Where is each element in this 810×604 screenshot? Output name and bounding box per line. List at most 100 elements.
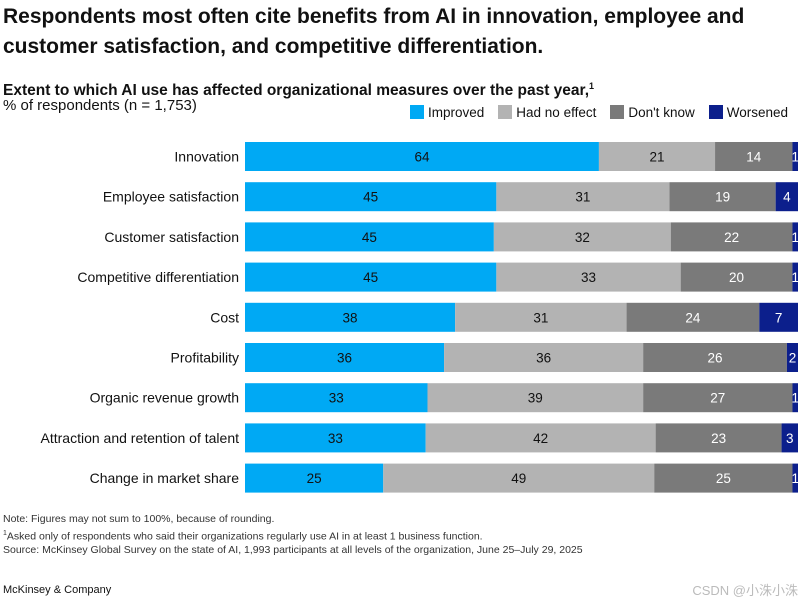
data-label: 45 bbox=[362, 230, 377, 245]
data-label: 23 bbox=[711, 431, 726, 446]
data-label: 20 bbox=[729, 270, 744, 285]
data-label: 25 bbox=[716, 471, 731, 486]
legend-item-improved: Improved bbox=[410, 105, 484, 120]
bar-segment-worsened bbox=[792, 262, 798, 292]
data-label: 3 bbox=[786, 431, 794, 446]
data-label: 33 bbox=[328, 431, 343, 446]
bar-segment-worsened bbox=[786, 343, 798, 372]
brand-logo: McKinsey & Company bbox=[3, 584, 112, 596]
data-label: 31 bbox=[533, 310, 548, 325]
data-label: 27 bbox=[710, 391, 725, 406]
data-label: 7 bbox=[775, 310, 783, 325]
data-label: 42 bbox=[533, 431, 548, 446]
bar-segment-worsened bbox=[775, 182, 798, 212]
bar-segment-improved bbox=[245, 182, 497, 212]
data-label: 22 bbox=[724, 230, 739, 245]
bar-segment-don-t-know bbox=[669, 182, 776, 212]
note-footnote-marker: 1 bbox=[3, 529, 7, 537]
data-label: 26 bbox=[708, 351, 723, 366]
bar-segment-had-no-effect bbox=[444, 343, 644, 372]
legend-label: Improved bbox=[428, 104, 485, 120]
data-label: 38 bbox=[343, 310, 358, 325]
bar-segment-had-no-effect bbox=[496, 182, 670, 212]
data-label: 1 bbox=[791, 150, 799, 165]
note-rounding: Note: Figures may not sum to 100%, becau… bbox=[3, 513, 275, 525]
bar-segment-improved bbox=[245, 463, 384, 493]
category-label: Competitive differentiation bbox=[77, 269, 239, 285]
bar-segment-had-no-effect bbox=[493, 222, 671, 252]
notes: Note: Figures may not sum to 100%, becau… bbox=[3, 513, 783, 557]
legend-item-worsened: Worsened bbox=[708, 104, 789, 120]
legend-swatch bbox=[708, 105, 723, 119]
subtitle-text: Extent to which AI use has affected orga… bbox=[3, 82, 590, 100]
bar-segment-improved bbox=[245, 222, 494, 252]
bar-segment-had-no-effect bbox=[383, 463, 655, 493]
category-label: Innovation bbox=[174, 149, 239, 165]
data-label: 1 bbox=[791, 471, 799, 486]
data-label: 49 bbox=[511, 471, 526, 486]
category-label: Cost bbox=[210, 309, 239, 325]
data-label: 1 bbox=[791, 391, 799, 406]
legend-label: Worsened bbox=[726, 104, 789, 120]
note-source: Source: McKinsey Global Survey on the st… bbox=[3, 543, 583, 556]
bar-segment-worsened bbox=[781, 423, 798, 453]
bar-segment-improved bbox=[245, 383, 428, 413]
note-footnote-1: 1Asked only of respondents who said thei… bbox=[3, 527, 783, 544]
legend-swatch bbox=[610, 105, 625, 119]
legend-swatch bbox=[410, 105, 424, 119]
units-label: % of respondents (n = 1,753) bbox=[3, 97, 197, 114]
bar-segment-had-no-effect bbox=[455, 302, 627, 332]
data-label: 32 bbox=[575, 230, 590, 245]
watermark: CSDN @小洙小洙 bbox=[692, 583, 798, 598]
data-label: 33 bbox=[329, 391, 344, 406]
data-label: 14 bbox=[746, 150, 762, 165]
legend-swatch bbox=[498, 105, 513, 119]
data-label: 19 bbox=[715, 190, 730, 205]
bar-segment-had-no-effect bbox=[496, 262, 681, 292]
legend: Improved Had no effect Don't know Worsened bbox=[410, 103, 788, 121]
bar-segment-don-t-know bbox=[643, 343, 787, 372]
bar-segment-improved bbox=[245, 142, 599, 171]
bar-segment-worsened bbox=[759, 302, 798, 332]
category-label: Employee satisfaction bbox=[103, 189, 239, 205]
bar-segment-don-t-know bbox=[715, 142, 793, 171]
bar-segment-improved bbox=[245, 423, 426, 453]
bar-segment-worsened bbox=[792, 383, 798, 413]
chart-title: Respondents most often cite benefits fro… bbox=[3, 5, 745, 58]
data-label: 2 bbox=[789, 351, 797, 366]
data-label: 24 bbox=[685, 310, 701, 325]
bar-segment-don-t-know bbox=[680, 262, 793, 292]
data-label: 1 bbox=[791, 270, 799, 285]
note-footnote-text: Asked only of respondents who said their… bbox=[6, 530, 483, 542]
category-label: Change in market share bbox=[90, 470, 240, 486]
bar-segment-don-t-know bbox=[626, 302, 760, 332]
data-label: 64 bbox=[414, 150, 430, 165]
bar-segment-improved bbox=[245, 262, 497, 292]
category-label: Customer satisfaction bbox=[104, 229, 239, 245]
data-label: 25 bbox=[307, 471, 322, 486]
data-label: 45 bbox=[363, 190, 378, 205]
category-label: Attraction and retention of talent bbox=[41, 430, 240, 446]
legend-item-had-no-effect: Had no effect bbox=[498, 105, 596, 120]
data-label: 21 bbox=[649, 150, 664, 165]
bar-segment-don-t-know bbox=[670, 222, 793, 252]
bar-segment-improved bbox=[245, 302, 456, 332]
data-label: 36 bbox=[536, 351, 551, 366]
data-label: 39 bbox=[528, 391, 543, 406]
subtitle-footnote-marker: 1 bbox=[589, 81, 595, 91]
chart-subtitle: Extent to which AI use has affected orga… bbox=[3, 76, 594, 101]
bar-segment-had-no-effect bbox=[427, 383, 644, 413]
bar-segment-had-no-effect bbox=[425, 423, 656, 453]
bar-segment-worsened bbox=[792, 463, 798, 493]
data-label: 45 bbox=[363, 270, 378, 285]
data-label: 4 bbox=[783, 190, 791, 205]
data-label: 33 bbox=[581, 270, 596, 285]
data-label: 36 bbox=[337, 351, 352, 366]
data-label: 1 bbox=[791, 230, 799, 245]
legend-label: Had no effect bbox=[516, 104, 597, 120]
bar-segment-worsened bbox=[792, 142, 798, 171]
bar-segment-don-t-know bbox=[655, 423, 782, 453]
category-label: Profitability bbox=[171, 350, 239, 366]
bar-segment-improved bbox=[245, 343, 445, 372]
